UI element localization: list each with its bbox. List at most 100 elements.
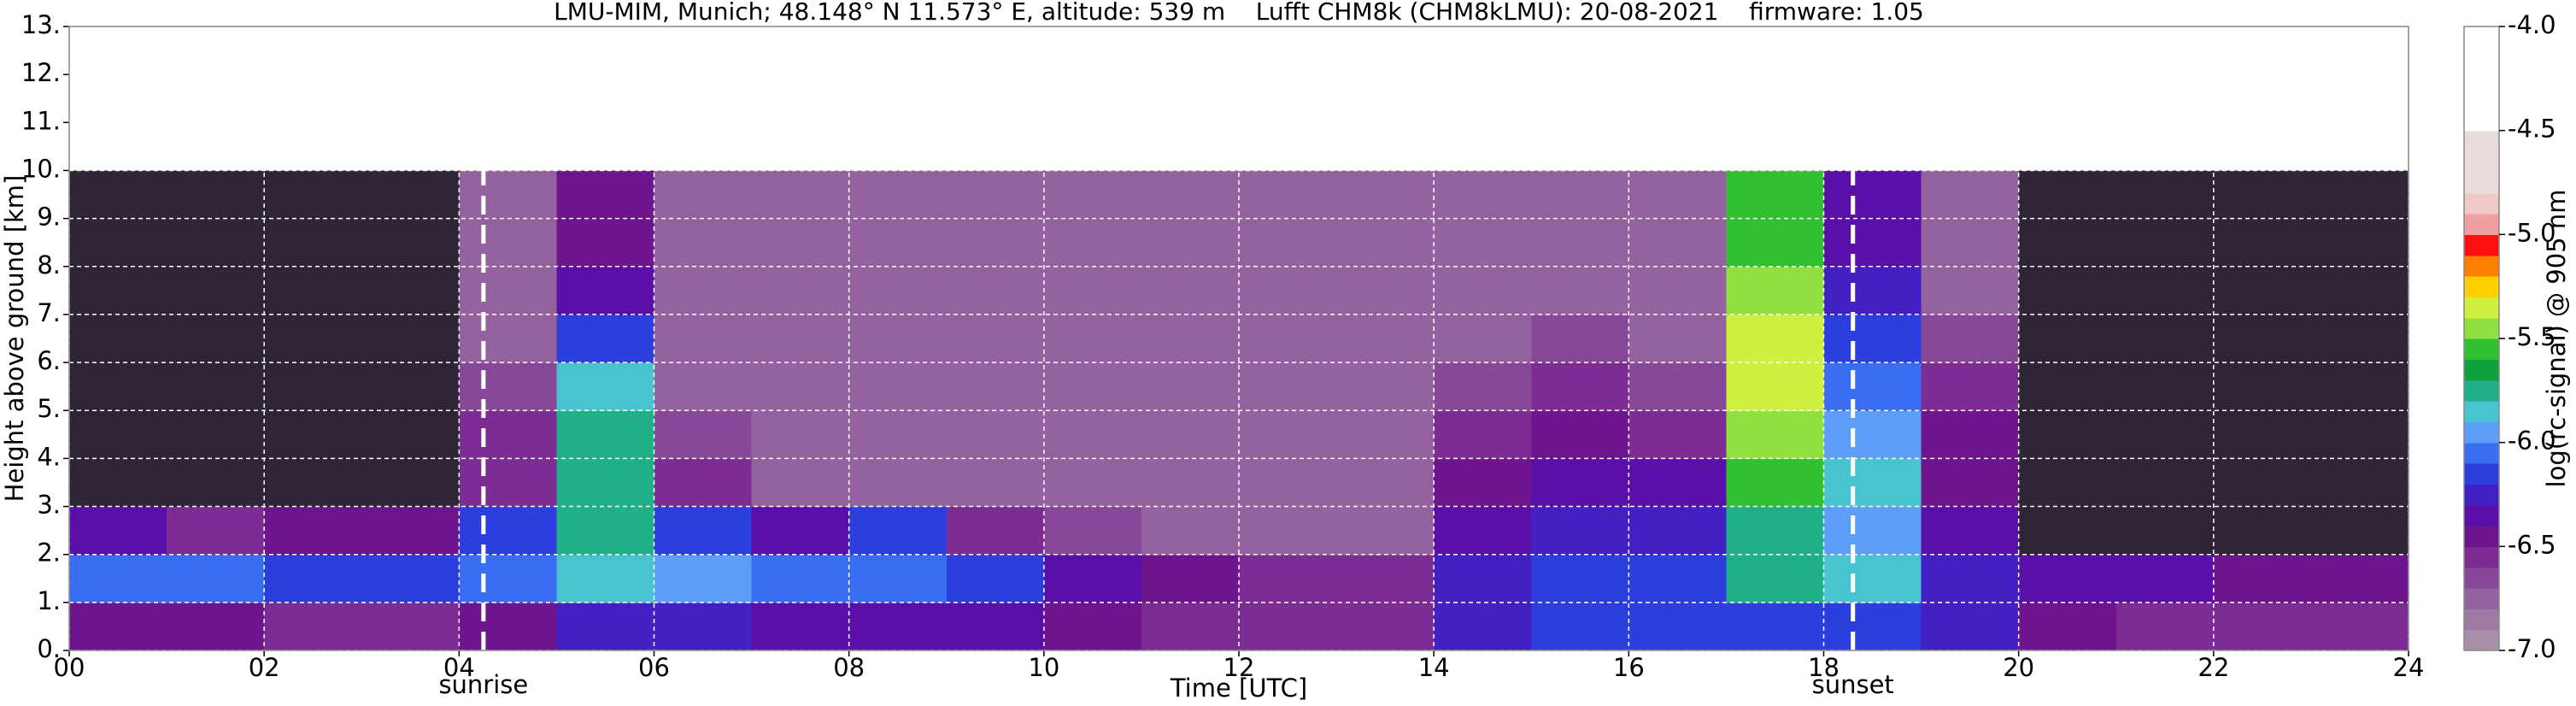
heatmap-cell bbox=[1823, 602, 1922, 651]
heatmap-cell bbox=[556, 602, 655, 651]
x-tick-label: 20 bbox=[2003, 653, 2034, 682]
chart-title: LMU-MIM, Munich; 48.148° N 11.573° E, al… bbox=[554, 0, 1924, 26]
heatmap-cell bbox=[1726, 602, 1825, 651]
heatmap-cell bbox=[2213, 506, 2312, 556]
heatmap-cell bbox=[1628, 410, 1728, 459]
heatmap-cell bbox=[1239, 170, 1337, 220]
heatmap-cell bbox=[2310, 266, 2409, 315]
heatmap-cell bbox=[264, 362, 362, 411]
heatmap-cell bbox=[2310, 506, 2409, 556]
y-tick-label: 1. bbox=[37, 586, 61, 615]
heatmap-cell bbox=[2018, 458, 2117, 508]
heatmap-cell bbox=[946, 218, 1045, 268]
heatmap-cell bbox=[848, 506, 948, 556]
heatmap-cell bbox=[1141, 410, 1240, 459]
heatmap-cell bbox=[1921, 554, 2020, 603]
heatmap-cell bbox=[69, 362, 167, 411]
y-tick-label: 9. bbox=[37, 203, 61, 232]
heatmap-cell bbox=[1628, 266, 1728, 315]
heatmap-cell bbox=[556, 458, 655, 508]
plot-frame bbox=[68, 26, 2409, 651]
heatmap-cell bbox=[1726, 410, 1825, 459]
heatmap-cell bbox=[1141, 266, 1240, 315]
heatmap-cell bbox=[1336, 218, 1435, 268]
y-tick-label: 2. bbox=[37, 538, 61, 568]
y-tick-label: 11. bbox=[21, 106, 61, 135]
heatmap-cell bbox=[1141, 314, 1240, 363]
heatmap-cell bbox=[2018, 314, 2117, 363]
heatmap-cell bbox=[1628, 554, 1728, 603]
heatmap-cell bbox=[1726, 362, 1825, 411]
heatmap-cell bbox=[459, 314, 558, 363]
heatmap-cell bbox=[556, 314, 655, 363]
heatmap-cell bbox=[1628, 170, 1728, 220]
heatmap-cell bbox=[2310, 362, 2409, 411]
heatmap-cell bbox=[1141, 602, 1240, 651]
heatmap-cell bbox=[1531, 314, 1629, 363]
annotation-label: sunset bbox=[1812, 670, 1894, 699]
heatmap-cell bbox=[1043, 170, 1142, 220]
heatmap-cell bbox=[654, 506, 753, 556]
heatmap-cell bbox=[361, 170, 460, 220]
heatmap-cell bbox=[2213, 170, 2312, 220]
heatmap-cell bbox=[1531, 362, 1629, 411]
heatmap-cell bbox=[1239, 554, 1337, 603]
colorbar-segment bbox=[2464, 379, 2499, 402]
heatmap-cell bbox=[1336, 170, 1435, 220]
colorbar-segment bbox=[2464, 26, 2499, 48]
colorbar-segment bbox=[2464, 421, 2499, 444]
heatmap-cell bbox=[1628, 218, 1728, 268]
heatmap-cell bbox=[1434, 170, 1532, 220]
colorbar-tick-label: -6.5 bbox=[2508, 530, 2556, 559]
colorbar-segment bbox=[2464, 297, 2499, 319]
axes: 00 02 04 06 08 10 12 14 16 18 20 22 24 0. 1. 2. 3. 4. 5. 6.… bbox=[21, 10, 2556, 699]
heatmap-cell bbox=[848, 218, 948, 268]
heatmap-cell bbox=[167, 602, 265, 651]
heatmap-cell bbox=[1531, 602, 1629, 651]
heatmap-cell bbox=[1823, 362, 1922, 411]
heatmap-cell bbox=[2213, 554, 2312, 603]
heatmap-cell bbox=[1336, 314, 1435, 363]
y-tick-label: 5. bbox=[37, 394, 61, 423]
y-tick-label: 4. bbox=[37, 442, 61, 471]
heatmap-cell bbox=[264, 218, 362, 268]
heatmap-cell bbox=[2310, 314, 2409, 363]
heatmap-cell bbox=[1141, 554, 1240, 603]
heatmap-cell bbox=[654, 314, 753, 363]
heatmap-cell bbox=[1531, 458, 1629, 508]
heatmap-cell bbox=[2213, 410, 2312, 459]
x-tick-label: 10 bbox=[1028, 653, 1059, 682]
heatmap-cell bbox=[1823, 506, 1922, 556]
heatmap-cell bbox=[1043, 602, 1142, 651]
heatmap-cell bbox=[1823, 218, 1922, 268]
heatmap-cell bbox=[1823, 314, 1922, 363]
heatmap-cell bbox=[167, 410, 265, 459]
heatmap-cell bbox=[1141, 458, 1240, 508]
heatmap-cell bbox=[1726, 554, 1825, 603]
heatmap-cell bbox=[1726, 266, 1825, 315]
heatmap-cell bbox=[848, 314, 948, 363]
heatmap-cell bbox=[69, 554, 167, 603]
heatmap-cell bbox=[1628, 506, 1728, 556]
heatmap-cell bbox=[946, 554, 1045, 603]
heatmap-cell bbox=[167, 266, 265, 315]
heatmap-cell bbox=[1628, 362, 1728, 411]
heatmap-cell bbox=[1141, 218, 1240, 268]
heatmap-cell bbox=[654, 410, 753, 459]
colorbar-segment bbox=[2464, 359, 2499, 381]
heatmap-cell bbox=[654, 170, 753, 220]
y-tick-label: 13. bbox=[21, 10, 61, 39]
heatmap-cell bbox=[1531, 218, 1629, 268]
heatmap-cell bbox=[459, 554, 558, 603]
heatmap-cell bbox=[1921, 266, 2020, 315]
heatmap-cell bbox=[1434, 362, 1532, 411]
heatmap-cell bbox=[361, 506, 460, 556]
y-tick-label: 8. bbox=[37, 250, 61, 279]
heatmap-cell bbox=[1531, 410, 1629, 459]
colorbar-segment bbox=[2464, 151, 2499, 173]
heatmap-cell bbox=[1336, 458, 1435, 508]
heatmap-cell bbox=[69, 506, 167, 556]
heatmap-cell bbox=[1531, 170, 1629, 220]
colorbar-segment bbox=[2464, 401, 2499, 422]
heatmap-cell bbox=[1239, 218, 1337, 268]
